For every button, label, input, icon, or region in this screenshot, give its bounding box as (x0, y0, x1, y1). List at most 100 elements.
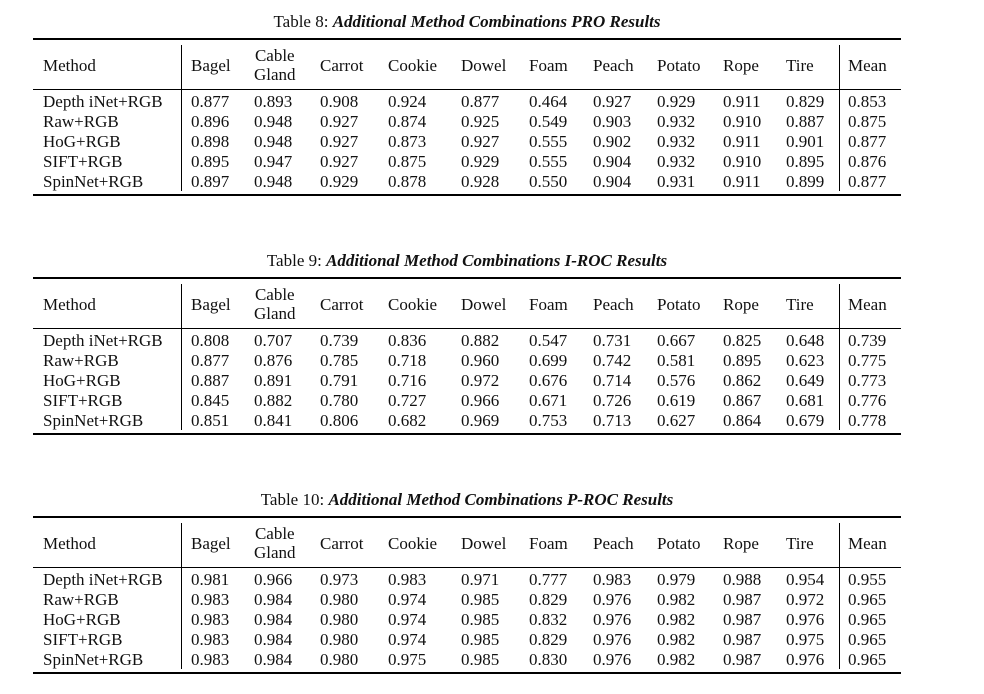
table-cell: 0.902 (593, 132, 632, 151)
table-cell: 0.983 (388, 570, 427, 589)
table-cell: 0.699 (529, 351, 568, 370)
table-cell: 0.927 (320, 132, 359, 151)
mean-divider (839, 284, 840, 430)
column-header-mean: Mean (848, 295, 887, 314)
table-cell: 0.731 (593, 331, 632, 350)
table-cell: 0.911 (723, 132, 761, 151)
table-cell: 0.984 (254, 650, 293, 669)
table-cell: 0.960 (461, 351, 500, 370)
table-cell: 0.932 (657, 152, 696, 171)
table-cell: 0.876 (254, 351, 293, 370)
table-cell: 0.727 (388, 391, 427, 410)
row-method-label: Raw+RGB (43, 590, 119, 609)
table-cell: 0.776 (848, 391, 887, 410)
column-header-peach: Peach (593, 295, 634, 314)
table-cell: 0.955 (848, 570, 887, 589)
table-cell: 0.893 (254, 92, 293, 111)
table-cell: 0.877 (191, 92, 230, 111)
table-cell: 0.971 (461, 570, 500, 589)
column-header-peach: Peach (593, 534, 634, 553)
table-title: Additional Method Combinations PRO Resul… (332, 12, 661, 31)
table-cell: 0.853 (848, 92, 887, 111)
column-header-tire: Tire (786, 56, 814, 75)
table-cell: 0.667 (657, 331, 696, 350)
table-cell: 0.718 (388, 351, 427, 370)
table-cell: 0.969 (461, 411, 500, 430)
row-method-label: Raw+RGB (43, 112, 119, 131)
table-cell: 0.829 (529, 630, 568, 649)
table-cell: 0.966 (254, 570, 293, 589)
row-method-label: HoG+RGB (43, 132, 121, 151)
table-cell: 0.875 (848, 112, 887, 131)
column-header-line: Cable (254, 285, 295, 304)
table-cell: 0.576 (657, 371, 696, 390)
table-caption: Table 9: Additional Method Combinations … (33, 251, 901, 271)
column-header-cable-gland: Cable Gland (254, 285, 296, 323)
table-cell: 0.836 (388, 331, 427, 350)
table-cell: 0.555 (529, 152, 568, 171)
table-cell: 0.972 (786, 590, 825, 609)
column-header-foam: Foam (529, 56, 568, 75)
table-title: Additional Method Combinations P-ROC Res… (328, 490, 674, 509)
table-cell: 0.965 (848, 590, 887, 609)
table-cell: 0.775 (848, 351, 887, 370)
table-cell: 0.832 (529, 610, 568, 629)
header-rule (33, 567, 901, 568)
table-cell: 0.895 (786, 152, 825, 171)
table-cell: 0.976 (786, 650, 825, 669)
table-cell: 0.976 (593, 630, 632, 649)
column-header-foam: Foam (529, 534, 568, 553)
column-header-mean: Mean (848, 534, 887, 553)
column-header-potato: Potato (657, 295, 701, 314)
table-cell: 0.982 (657, 590, 696, 609)
table-cell: 0.882 (461, 331, 500, 350)
row-method-label: SpinNet+RGB (43, 172, 144, 191)
table-cell: 0.948 (254, 132, 293, 151)
table-cell: 0.932 (657, 112, 696, 131)
table-cell: 0.974 (388, 590, 427, 609)
table-cell: 0.707 (254, 331, 293, 350)
table-cell: 0.897 (191, 172, 230, 191)
table-cell: 0.929 (320, 172, 359, 191)
table-cell: 0.947 (254, 152, 293, 171)
table-cell: 0.987 (723, 650, 762, 669)
table-cell: 0.649 (786, 371, 825, 390)
table-cell: 0.988 (723, 570, 762, 589)
table-cell: 0.778 (848, 411, 887, 430)
table-cell: 0.948 (254, 172, 293, 191)
table-caption: Table 8: Additional Method Combinations … (33, 12, 901, 32)
column-header-tire: Tire (786, 295, 814, 314)
table-cell: 0.876 (848, 152, 887, 171)
method-divider (181, 45, 182, 191)
table-cell: 0.877 (848, 132, 887, 151)
table-cell: 0.966 (461, 391, 500, 410)
table-cell: 0.867 (723, 391, 762, 410)
table-cell: 0.623 (786, 351, 825, 370)
table-cell: 0.965 (848, 650, 887, 669)
column-header-foam: Foam (529, 295, 568, 314)
table-caption: Table 10: Additional Method Combinations… (33, 490, 901, 510)
row-method-label: SpinNet+RGB (43, 411, 144, 430)
table-cell: 0.908 (320, 92, 359, 111)
table-cell: 0.983 (191, 590, 230, 609)
table-cell: 0.976 (593, 590, 632, 609)
table-cell: 0.555 (529, 132, 568, 151)
table-cell: 0.975 (786, 630, 825, 649)
top-rule (33, 277, 901, 279)
table-cell: 0.887 (786, 112, 825, 131)
table-cell: 0.714 (593, 371, 632, 390)
table-label: Table 10: (260, 490, 325, 509)
table-cell: 0.739 (320, 331, 359, 350)
table-cell: 0.841 (254, 411, 293, 430)
column-header-rope: Rope (723, 534, 759, 553)
row-method-label: Raw+RGB (43, 351, 119, 370)
column-header-cable-gland: Cable Gland (254, 524, 296, 562)
table-cell: 0.927 (320, 112, 359, 131)
table-cell: 0.845 (191, 391, 230, 410)
row-method-label: Depth iNet+RGB (43, 570, 163, 589)
table-cell: 0.547 (529, 331, 568, 350)
table-cell: 0.904 (593, 172, 632, 191)
table-cell: 0.681 (786, 391, 825, 410)
table-cell: 0.985 (461, 630, 500, 649)
table-cell: 0.874 (388, 112, 427, 131)
